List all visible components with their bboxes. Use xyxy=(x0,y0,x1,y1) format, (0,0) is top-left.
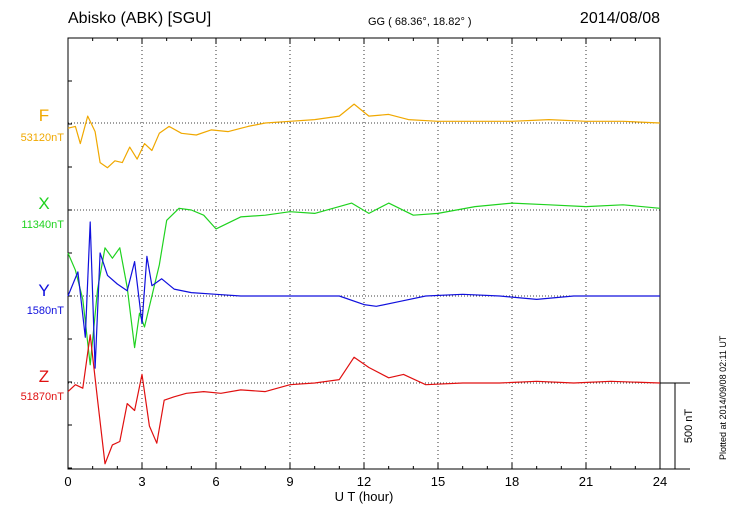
baseline-label-f: 53120nT xyxy=(20,132,64,144)
tick-marks xyxy=(67,38,661,469)
x-tick-labels: 0 3 6 9 12 15 18 21 24 xyxy=(64,474,667,489)
series-line-f xyxy=(67,103,661,169)
plot-credit: Plotted at 2014/09/08 02:11 UT xyxy=(718,335,728,460)
baseline-label-y: 1580nT xyxy=(26,305,64,317)
series-line-x xyxy=(67,202,661,366)
series-layer xyxy=(67,103,661,465)
x-tick-label: 24 xyxy=(653,474,667,489)
component-label-z: Z xyxy=(38,367,50,386)
grid-layer xyxy=(141,38,587,469)
x-tick-label: 15 xyxy=(431,474,445,489)
x-tick-label: 6 xyxy=(212,474,219,489)
component-label-f: F xyxy=(38,106,50,125)
geographic-coordinates: GG ( 68.36°, 18.82° ) xyxy=(368,16,472,28)
x-tick-label: 18 xyxy=(505,474,519,489)
scale-bar-label: 500 nT xyxy=(683,409,695,444)
x-axis-label: U T (hour) xyxy=(335,489,394,504)
x-tick-label: 21 xyxy=(579,474,593,489)
x-tick-label: 0 xyxy=(64,474,71,489)
scale-bar: 500 nT xyxy=(660,382,695,470)
component-label-x: X xyxy=(38,194,50,213)
baseline-label-x: 11340nT xyxy=(21,219,64,231)
station-title: Abisko (ABK) [SGU] xyxy=(68,10,212,27)
series-line-y xyxy=(67,221,660,369)
series-line-z xyxy=(67,334,661,465)
baseline-label-z: 51870nT xyxy=(20,391,64,403)
x-tick-label: 12 xyxy=(357,474,371,489)
x-tick-label: 9 xyxy=(286,474,293,489)
x-tick-label: 3 xyxy=(138,474,145,489)
plot-date: 2014/08/08 xyxy=(579,10,660,27)
component-label-y: Y xyxy=(38,281,50,300)
